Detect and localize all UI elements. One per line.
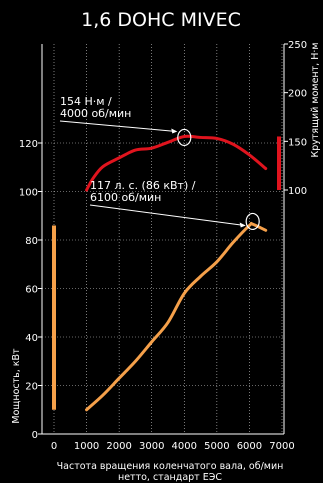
y-right-tick-label: 150	[288, 137, 307, 148]
y-axis-right-label: Крутящий момент, Н·м	[310, 42, 321, 157]
y-left-tick-label: 120	[19, 139, 38, 150]
y-axis-left-label: Мощность, кВт	[11, 348, 22, 424]
y-right-tick-label: 100	[288, 186, 307, 197]
torque-peak-leader	[59, 120, 177, 132]
power-peak-annotation-line1: 117 л. с. (86 кВт) /	[90, 179, 196, 192]
y-left-tick-label: 80	[25, 236, 38, 247]
y-left-tick-label: 100	[19, 188, 38, 199]
power-peak-leader	[89, 204, 245, 226]
torque-peak-annotation-line2: 4000 об/мин	[60, 107, 131, 120]
y-right-tick-label: 200	[288, 89, 307, 100]
power-peak-arrowhead	[239, 222, 246, 228]
x-tick-label: 4000	[172, 441, 197, 452]
x-tick-label: 1000	[74, 441, 99, 452]
y-right-tick-label: 250	[288, 40, 307, 51]
x-tick-label: 3000	[139, 441, 164, 452]
x-tick-label: 7000	[269, 441, 294, 452]
plot-marks	[52, 120, 281, 412]
power-curve	[85, 221, 268, 412]
axis-ticks: 0 1000 2000 3000 4000 5000 6000 7000 0 20 40 60 80 10…	[19, 40, 307, 452]
y-left-tick-label: 60	[25, 285, 38, 296]
y-left-tick-label: 0	[32, 430, 38, 441]
x-tick-label: 2000	[106, 441, 131, 452]
x-tick-label: 5000	[204, 441, 229, 452]
torque-peak-marker	[177, 128, 192, 147]
x-tick-label: 6000	[237, 441, 262, 452]
chart-title: 1,6 DOHC MIVEC	[81, 9, 241, 31]
x-axis-label-line2: нетто, стандарт ЕЭС	[118, 472, 222, 483]
torque-peak-arrowhead	[171, 128, 178, 134]
y-left-tick-label: 40	[25, 333, 38, 344]
x-axis-label-line1: Частота вращения коленчатого вала, об/ми…	[57, 461, 284, 472]
power-peak-marker	[245, 212, 260, 231]
y-left-tick-label: 20	[25, 382, 38, 393]
grid	[41, 44, 285, 435]
x-tick-label: 0	[51, 441, 57, 452]
torque-peak-annotation-line1: 154 Н·м /	[60, 95, 112, 108]
torque-curve	[85, 134, 268, 192]
power-peak-annotation-line2: 6100 об/мин	[90, 191, 161, 204]
